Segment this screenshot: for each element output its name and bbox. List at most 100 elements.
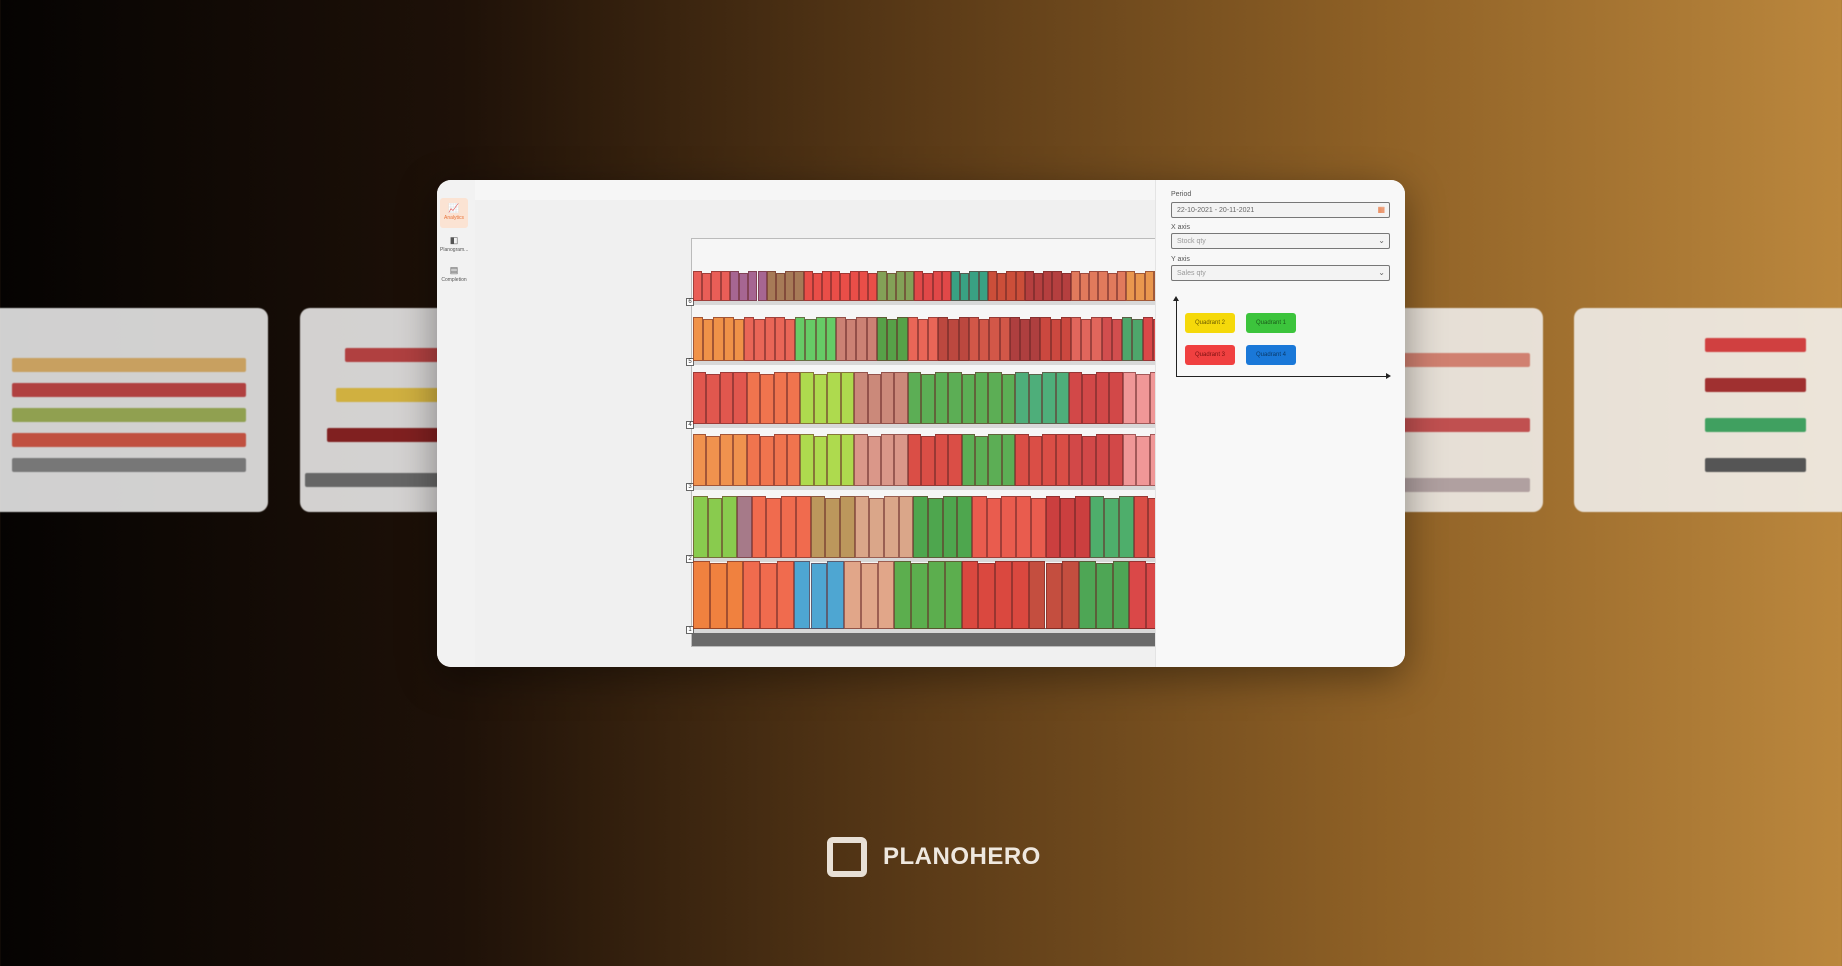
product-facing[interactable] — [921, 436, 935, 486]
product-facing[interactable] — [1095, 372, 1110, 424]
product-facing[interactable] — [898, 496, 914, 558]
product-facing[interactable] — [1098, 271, 1108, 301]
product-facing[interactable] — [840, 273, 850, 301]
product-facing[interactable] — [827, 561, 845, 629]
product-facing[interactable] — [787, 372, 801, 424]
product-facing[interactable] — [854, 372, 868, 424]
product-facing[interactable] — [877, 561, 895, 629]
product-facing[interactable] — [693, 271, 703, 301]
product-facing[interactable] — [975, 436, 989, 486]
product-facing[interactable] — [961, 561, 979, 629]
product-facing[interactable] — [836, 317, 847, 361]
product-facing[interactable] — [934, 372, 949, 424]
product-facing[interactable] — [757, 271, 767, 301]
product-facing[interactable] — [693, 434, 707, 486]
product-facing[interactable] — [794, 271, 804, 301]
product-facing[interactable] — [773, 372, 787, 424]
product-facing[interactable] — [1116, 271, 1127, 301]
product-facing[interactable] — [702, 273, 712, 301]
product-facing[interactable] — [968, 317, 980, 361]
product-facing[interactable] — [713, 317, 724, 361]
product-facing[interactable] — [1091, 317, 1102, 361]
product-facing[interactable] — [928, 498, 943, 558]
product-facing[interactable] — [951, 271, 961, 301]
x-axis-select[interactable]: Stock qty ⌄ — [1171, 233, 1390, 249]
product-facing[interactable] — [810, 563, 828, 629]
product-facing[interactable] — [869, 498, 884, 558]
product-facing[interactable] — [928, 561, 945, 629]
product-facing[interactable] — [1135, 273, 1145, 301]
product-facing[interactable] — [703, 319, 714, 361]
product-facing[interactable] — [958, 317, 969, 361]
product-facing[interactable] — [866, 317, 877, 361]
product-facing[interactable] — [897, 317, 908, 361]
product-facing[interactable] — [706, 436, 720, 486]
quadrant-2-button[interactable]: Quadrant 2 — [1185, 313, 1235, 333]
product-facing[interactable] — [793, 561, 811, 629]
product-facing[interactable] — [948, 319, 959, 361]
product-facing[interactable] — [1081, 319, 1092, 361]
product-facing[interactable] — [795, 317, 806, 361]
product-facing[interactable] — [810, 496, 826, 558]
product-facing[interactable] — [961, 434, 975, 486]
product-facing[interactable] — [1070, 271, 1081, 301]
calendar-icon[interactable]: ▦ — [1377, 205, 1385, 214]
product-facing[interactable] — [743, 561, 761, 629]
product-facing[interactable] — [760, 563, 777, 629]
product-facing[interactable] — [729, 271, 740, 301]
product-facing[interactable] — [867, 436, 881, 486]
product-facing[interactable] — [1030, 317, 1041, 361]
product-facing[interactable] — [1082, 374, 1096, 424]
product-facing[interactable] — [1126, 271, 1136, 301]
product-facing[interactable] — [827, 372, 841, 424]
product-facing[interactable] — [719, 372, 734, 424]
product-facing[interactable] — [987, 271, 998, 301]
product-facing[interactable] — [881, 434, 895, 486]
product-facing[interactable] — [766, 271, 776, 301]
product-facing[interactable] — [986, 498, 1002, 558]
product-facing[interactable] — [948, 434, 962, 486]
product-facing[interactable] — [1061, 273, 1071, 301]
product-facing[interactable] — [1062, 561, 1080, 629]
product-facing[interactable] — [1111, 319, 1123, 361]
product-facing[interactable] — [1030, 498, 1046, 558]
product-facing[interactable] — [975, 372, 989, 424]
product-facing[interactable] — [1144, 271, 1154, 301]
product-facing[interactable] — [776, 561, 794, 629]
product-facing[interactable] — [867, 374, 881, 424]
product-facing[interactable] — [760, 436, 774, 486]
product-facing[interactable] — [1136, 436, 1150, 486]
product-facing[interactable] — [822, 271, 832, 301]
product-facing[interactable] — [894, 561, 912, 629]
period-date-range-input[interactable]: 22-10-2021 - 20-11-2021 ▦ — [1171, 202, 1390, 218]
product-facing[interactable] — [1095, 434, 1110, 486]
product-facing[interactable] — [886, 273, 896, 301]
product-facing[interactable] — [844, 561, 861, 629]
product-facing[interactable] — [719, 434, 734, 486]
product-facing[interactable] — [989, 317, 1000, 361]
product-facing[interactable] — [1074, 496, 1090, 558]
product-facing[interactable] — [868, 273, 878, 301]
product-facing[interactable] — [813, 436, 828, 486]
product-facing[interactable] — [774, 317, 785, 361]
product-facing[interactable] — [839, 496, 855, 558]
product-facing[interactable] — [913, 496, 928, 558]
product-facing[interactable] — [877, 271, 887, 301]
product-facing[interactable] — [1009, 317, 1020, 361]
product-facing[interactable] — [1045, 496, 1061, 558]
product-facing[interactable] — [1129, 561, 1147, 629]
product-facing[interactable] — [840, 372, 855, 424]
product-facing[interactable] — [1052, 271, 1062, 301]
product-facing[interactable] — [988, 434, 1002, 486]
product-facing[interactable] — [746, 434, 761, 486]
product-facing[interactable] — [988, 372, 1002, 424]
product-facing[interactable] — [923, 273, 933, 301]
product-facing[interactable] — [784, 319, 796, 361]
product-facing[interactable] — [1109, 434, 1123, 486]
product-facing[interactable] — [1122, 317, 1133, 361]
product-facing[interactable] — [1055, 372, 1069, 424]
product-facing[interactable] — [787, 434, 801, 486]
product-facing[interactable] — [775, 273, 786, 301]
product-facing[interactable] — [1095, 563, 1113, 629]
product-facing[interactable] — [921, 374, 935, 424]
